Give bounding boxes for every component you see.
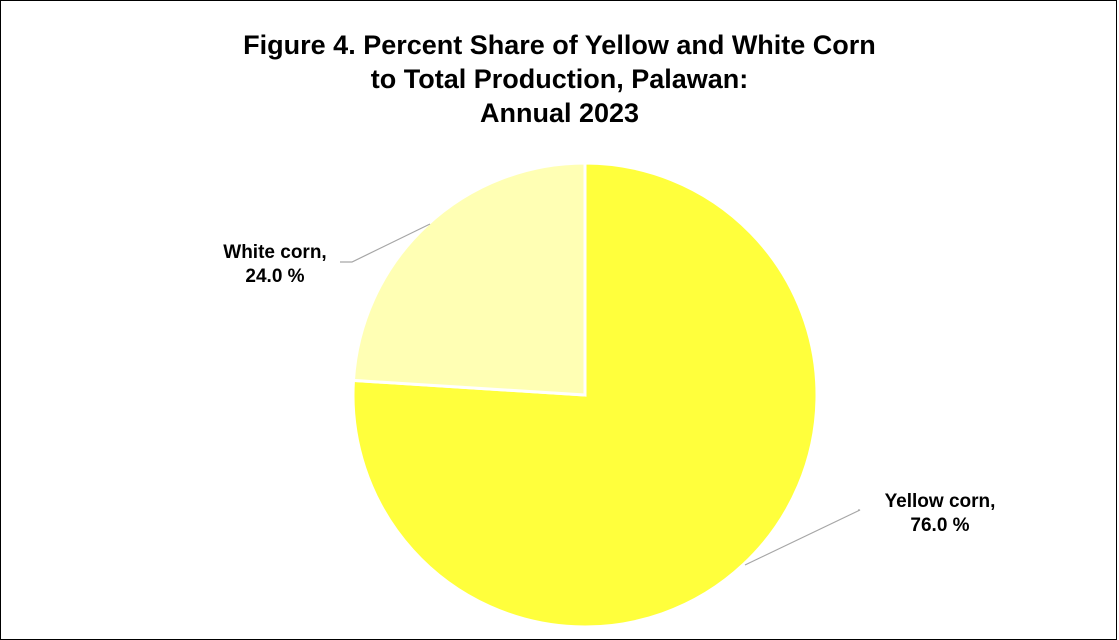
chart-title: Figure 4. Percent Share of Yellow and Wh… bbox=[0, 28, 1119, 130]
slice-labels: Yellow corn, 76.0 % White corn, 24.0 % bbox=[223, 242, 995, 536]
chart-title-line-2: to Total Production, Palawan: bbox=[370, 64, 749, 94]
chart-title-line-3: Annual 2023 bbox=[479, 98, 640, 128]
leader-line-white-corn bbox=[340, 223, 431, 263]
pie-slices bbox=[351, 161, 819, 629]
data-label-yellow-corn: Yellow corn, 76.0 % bbox=[885, 491, 996, 536]
chart-title-line-1: Figure 4. Percent Share of Yellow and Wh… bbox=[243, 30, 876, 60]
leader-line-yellow-corn bbox=[744, 509, 861, 566]
pie-slice-white-corn bbox=[351, 161, 587, 397]
leader-lines bbox=[340, 223, 861, 566]
data-label-white-corn: White corn, 24.0 % bbox=[223, 242, 326, 287]
